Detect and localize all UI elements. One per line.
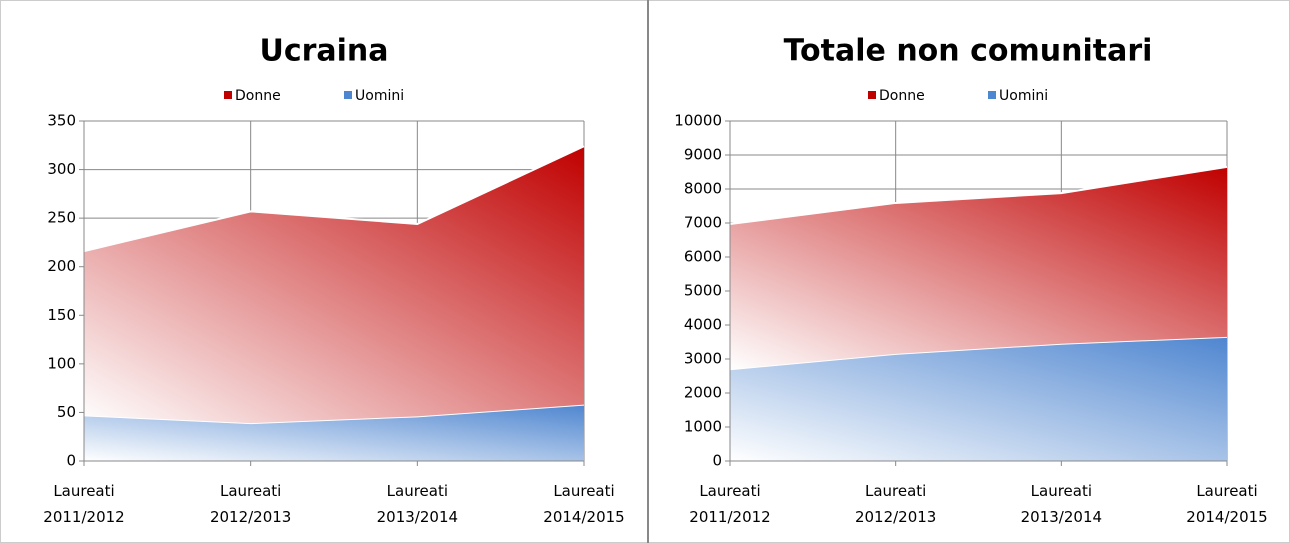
area bbox=[84, 404, 584, 461]
legend-label: Uomini bbox=[355, 88, 404, 104]
y-tick-label: 150 bbox=[47, 306, 76, 324]
y-tick-label: 50 bbox=[57, 403, 76, 421]
y-tick-label: 3000 bbox=[684, 350, 722, 368]
y-tick-label: 250 bbox=[47, 209, 76, 227]
legend-swatch bbox=[988, 91, 996, 99]
x-tick-label: Laureati 2011/2012 bbox=[689, 482, 770, 526]
x-tick-label: Laureati 2013/2014 bbox=[1021, 482, 1102, 526]
x-tick-label: Laureati 2014/2015 bbox=[1186, 482, 1267, 526]
x-tick-label: Laureati 2011/2012 bbox=[43, 482, 124, 526]
legend-label: Uomini bbox=[999, 88, 1048, 104]
chart-title: Ucraina bbox=[259, 34, 388, 69]
y-tick-label: 9000 bbox=[684, 146, 722, 164]
y-tick-label: 6000 bbox=[684, 248, 722, 266]
y-tick-label: 0 bbox=[712, 452, 722, 470]
y-tick-label: 200 bbox=[47, 257, 76, 275]
x-tick-label: Laureati 2013/2014 bbox=[377, 482, 458, 526]
area bbox=[730, 336, 1227, 461]
legend-swatch bbox=[224, 91, 232, 99]
y-tick-label: 2000 bbox=[684, 384, 722, 402]
y-tick-label: 300 bbox=[47, 160, 76, 178]
y-tick-label: 1000 bbox=[684, 418, 722, 436]
y-tick-label: 8000 bbox=[684, 180, 722, 198]
legend-label: Donne bbox=[235, 88, 281, 104]
x-tick-label: Laureati 2012/2013 bbox=[855, 482, 936, 526]
y-tick-label: 10000 bbox=[674, 112, 722, 130]
area-edge bbox=[83, 145, 585, 253]
x-tick-label: Laureati 2014/2015 bbox=[543, 482, 624, 526]
y-tick-label: 7000 bbox=[684, 214, 722, 232]
area bbox=[730, 166, 1227, 370]
y-tick-label: 0 bbox=[66, 452, 76, 470]
legend-swatch bbox=[868, 91, 876, 99]
legend-swatch bbox=[344, 91, 352, 99]
y-tick-label: 350 bbox=[47, 112, 76, 130]
area-edge bbox=[729, 165, 1228, 226]
y-tick-label: 4000 bbox=[684, 316, 722, 334]
chart-title: Totale non comunitari bbox=[784, 34, 1153, 69]
x-tick-label: Laureati 2012/2013 bbox=[210, 482, 291, 526]
y-tick-label: 5000 bbox=[684, 282, 722, 300]
legend-label: Donne bbox=[879, 88, 925, 104]
y-tick-label: 100 bbox=[47, 354, 76, 372]
area bbox=[84, 146, 584, 424]
